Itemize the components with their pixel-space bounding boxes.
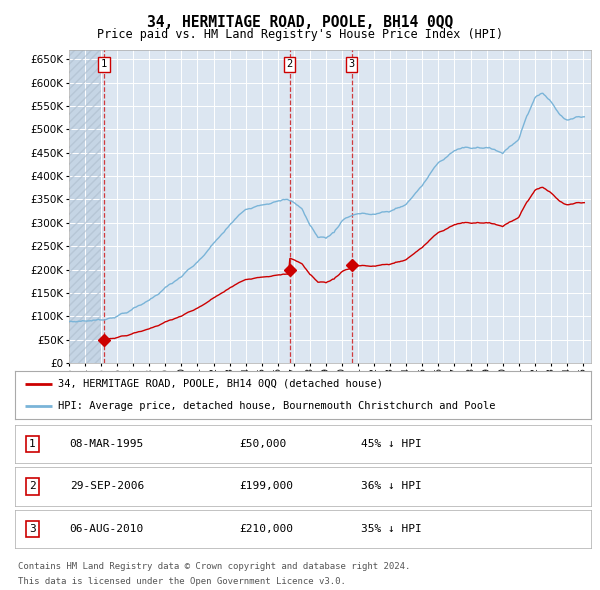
Text: 2: 2 [287, 59, 293, 69]
Text: This data is licensed under the Open Government Licence v3.0.: This data is licensed under the Open Gov… [18, 577, 346, 586]
Text: £210,000: £210,000 [239, 524, 293, 534]
Text: 1: 1 [29, 439, 35, 449]
Text: £199,000: £199,000 [239, 481, 293, 491]
Bar [69, 50, 101, 363]
Text: 3: 3 [349, 59, 355, 69]
Text: £50,000: £50,000 [239, 439, 287, 449]
Text: 35% ↓ HPI: 35% ↓ HPI [361, 524, 421, 534]
Text: HPI: Average price, detached house, Bournemouth Christchurch and Poole: HPI: Average price, detached house, Bour… [58, 401, 496, 411]
Text: Contains HM Land Registry data © Crown copyright and database right 2024.: Contains HM Land Registry data © Crown c… [18, 562, 410, 571]
Text: 36% ↓ HPI: 36% ↓ HPI [361, 481, 421, 491]
Text: 2: 2 [29, 481, 35, 491]
Text: 3: 3 [29, 524, 35, 534]
Text: 34, HERMITAGE ROAD, POOLE, BH14 0QQ (detached house): 34, HERMITAGE ROAD, POOLE, BH14 0QQ (det… [58, 379, 383, 389]
Text: 1: 1 [101, 59, 107, 69]
Text: 06-AUG-2010: 06-AUG-2010 [70, 524, 144, 534]
Text: 45% ↓ HPI: 45% ↓ HPI [361, 439, 421, 449]
Text: Price paid vs. HM Land Registry's House Price Index (HPI): Price paid vs. HM Land Registry's House … [97, 28, 503, 41]
Text: 08-MAR-1995: 08-MAR-1995 [70, 439, 144, 449]
Text: 34, HERMITAGE ROAD, POOLE, BH14 0QQ: 34, HERMITAGE ROAD, POOLE, BH14 0QQ [147, 15, 453, 30]
Text: 29-SEP-2006: 29-SEP-2006 [70, 481, 144, 491]
Bar [69, 50, 101, 363]
